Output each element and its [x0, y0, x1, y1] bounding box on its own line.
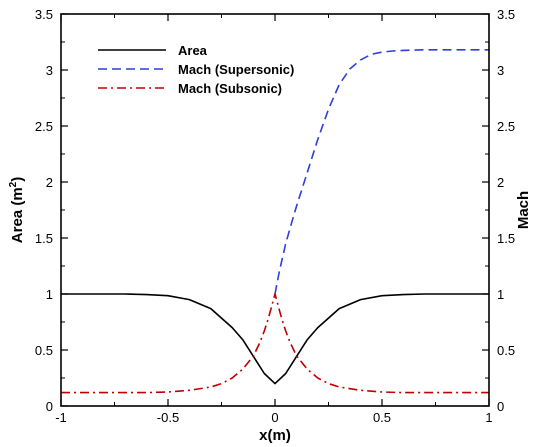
y-tick-label-left: 2.5	[35, 119, 53, 134]
y-axis-title-left: Area (m2)	[8, 177, 26, 243]
y-tick-label-right: 0.5	[497, 343, 515, 358]
y-tick-label-left: 3	[46, 63, 53, 78]
legend-label-1: Area	[178, 43, 208, 58]
y-tick-label-left: 3.5	[35, 7, 53, 22]
y-tick-label-left: 0	[46, 399, 53, 414]
y-tick-label-left: 1	[46, 287, 53, 302]
y-tick-label-right: 3	[497, 63, 504, 78]
series-line-1	[61, 293, 489, 385]
x-axis-title: x(m)	[259, 427, 291, 444]
legend-label-2: Mach (Supersonic)	[178, 62, 294, 77]
x-tick-label: -1	[55, 410, 67, 425]
y-tick-label-left: 1.5	[35, 231, 53, 246]
y-axis-title-right: Mach	[515, 191, 532, 229]
series-line-2	[274, 48, 489, 295]
x-tick-label: 0	[271, 410, 278, 425]
x-tick-label: -0.5	[157, 410, 179, 425]
legend-label-3: Mach (Subsonic)	[178, 81, 282, 96]
y-tick-label-right: 1	[497, 287, 504, 302]
series-layer	[61, 48, 489, 394]
y-tick-label-right: 1.5	[497, 231, 515, 246]
y-tick-label-left: 0.5	[35, 343, 53, 358]
series-line-3	[61, 293, 489, 394]
y-tick-label-left: 2	[46, 175, 53, 190]
y-tick-label-right: 2.5	[497, 119, 515, 134]
x-tick-label: 1	[485, 410, 492, 425]
y-axis-title-left-main: Area (m	[9, 187, 26, 243]
y-tick-label-right: 3.5	[497, 7, 515, 22]
tick-layer: -1 -0.5 0 0.5 10 00.5 0.51 11.5 1.52 22.5 2.53 33.5…	[35, 7, 515, 425]
x-tick-label: 0.5	[373, 410, 391, 425]
y-axis-title-left-close: )	[9, 177, 26, 182]
y-axis-title-left-superscript: 2	[8, 181, 19, 187]
legend: Area Mach (Supersonic) Mach (Subsonic)	[98, 43, 294, 96]
y-tick-label-right: 2	[497, 175, 504, 190]
y-tick-label-right: 0	[497, 399, 504, 414]
